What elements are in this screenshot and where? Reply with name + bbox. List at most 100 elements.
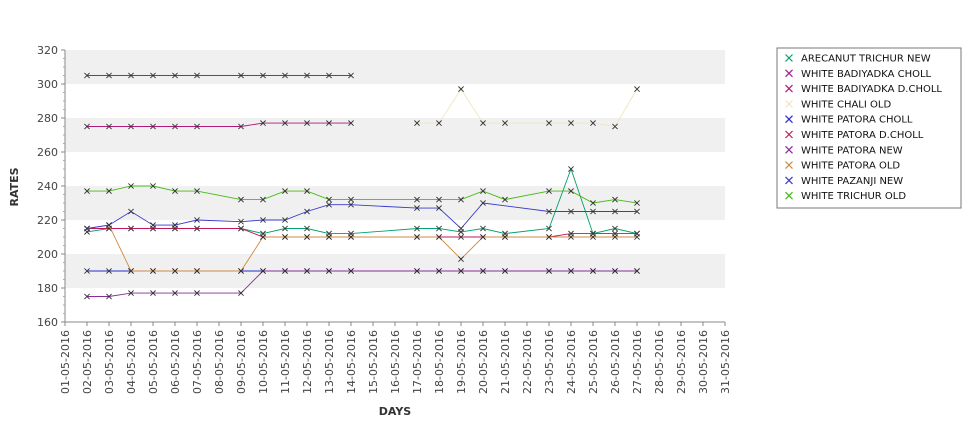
data-point	[612, 234, 618, 240]
legend-marker	[785, 115, 793, 124]
y-tick-label: 240	[37, 180, 58, 193]
x-tick-label: 29-05-2016	[675, 330, 688, 394]
data-point	[106, 72, 112, 79]
data-point	[238, 218, 244, 225]
legend-label: ARECANUT TRICHUR NEW	[801, 54, 931, 65]
x-tick-label: 16-05-2016	[389, 330, 402, 394]
legend-marker	[785, 176, 793, 185]
data-point	[436, 196, 442, 203]
data-point	[348, 72, 354, 79]
data-point	[304, 120, 310, 127]
data-point	[260, 268, 266, 274]
x-tick-label: 12-05-2016	[301, 330, 314, 394]
data-point	[238, 225, 244, 232]
grid-band	[65, 186, 725, 220]
data-point	[304, 225, 310, 232]
data-point	[150, 72, 156, 79]
data-point	[612, 225, 618, 232]
x-tick-label: 01-05-2016	[59, 330, 72, 394]
x-tick-label: 04-05-2016	[125, 330, 138, 394]
data-point	[128, 123, 134, 130]
data-point	[590, 200, 596, 206]
data-point	[282, 217, 288, 223]
data-point	[106, 293, 112, 300]
y-tick-label: 200	[37, 248, 58, 261]
data-point	[260, 120, 266, 127]
grid-band	[65, 84, 725, 118]
x-tick-label: 14-05-2016	[345, 330, 358, 394]
series-layer	[84, 72, 640, 300]
x-tick-label: 02-05-2016	[81, 330, 94, 394]
data-point	[502, 196, 508, 203]
data-point	[172, 188, 178, 195]
data-point	[172, 268, 178, 274]
data-point	[348, 201, 354, 208]
data-point	[348, 196, 354, 203]
data-point	[590, 120, 596, 127]
series-3	[414, 86, 640, 130]
data-point	[260, 72, 266, 79]
data-point	[238, 290, 244, 297]
data-point	[348, 120, 354, 127]
data-point	[150, 290, 156, 297]
series-line	[417, 88, 638, 127]
series-6	[84, 268, 640, 300]
data-point	[304, 268, 310, 274]
data-point	[150, 222, 156, 229]
data-point	[436, 205, 442, 212]
data-point	[150, 183, 156, 189]
legend-marker	[785, 99, 793, 108]
x-tick-label: 21-05-2016	[499, 330, 512, 394]
data-point	[326, 201, 332, 208]
data-point	[502, 268, 508, 274]
legend-marker	[785, 69, 793, 78]
x-tick-label: 26-05-2016	[609, 330, 622, 394]
data-point	[260, 196, 266, 203]
x-tick-label: 13-05-2016	[323, 330, 336, 394]
data-point	[546, 188, 552, 195]
axes: 160 180 200 220 240 260 280 300 320 01-05-2016 02-…	[37, 44, 732, 394]
series-1	[84, 72, 354, 79]
data-point	[128, 225, 134, 232]
legend: ARECANUT TRICHUR NEW WHITE BADIYADKA CHOL…	[776, 47, 962, 209]
data-point	[106, 188, 112, 195]
x-tick-label: 24-05-2016	[565, 330, 578, 394]
x-tick-label: 25-05-2016	[587, 330, 600, 394]
data-point	[84, 225, 90, 232]
legend-label: WHITE PAZANJI NEW	[801, 176, 903, 187]
grid-bands	[65, 50, 725, 322]
data-point	[612, 123, 618, 130]
data-point	[414, 234, 420, 240]
data-point	[568, 188, 574, 195]
grid-band	[65, 118, 725, 152]
data-point	[84, 123, 90, 130]
data-point	[128, 290, 134, 297]
legend-label: WHITE PATORA D.CHOLL	[801, 130, 924, 141]
data-point	[128, 183, 134, 189]
y-axis-title: RATES	[8, 167, 21, 206]
series-line	[87, 185, 638, 204]
series-line	[87, 122, 351, 127]
data-point	[194, 225, 200, 232]
series-7	[84, 222, 640, 274]
data-point	[634, 86, 640, 93]
data-point	[304, 72, 310, 79]
data-point	[436, 234, 442, 240]
data-point	[238, 123, 244, 130]
x-tick-label: 07-05-2016	[191, 330, 204, 394]
legend-label: WHITE BADIYADKA D.CHOLL	[801, 84, 942, 95]
data-point	[282, 188, 288, 195]
x-tick-label: 08-05-2016	[213, 330, 226, 394]
data-point	[502, 120, 508, 127]
data-point	[568, 234, 574, 240]
y-tick-label: 160	[37, 316, 58, 329]
data-point	[194, 72, 200, 79]
y-tick-label: 260	[37, 146, 58, 159]
data-point	[84, 268, 90, 274]
x-tick-label: 22-05-2016	[521, 330, 534, 394]
legend-marker	[785, 161, 793, 170]
data-point	[546, 120, 552, 127]
data-point	[590, 268, 596, 274]
x-tick-label: 31-05-2016	[719, 330, 732, 394]
data-point	[414, 120, 420, 127]
